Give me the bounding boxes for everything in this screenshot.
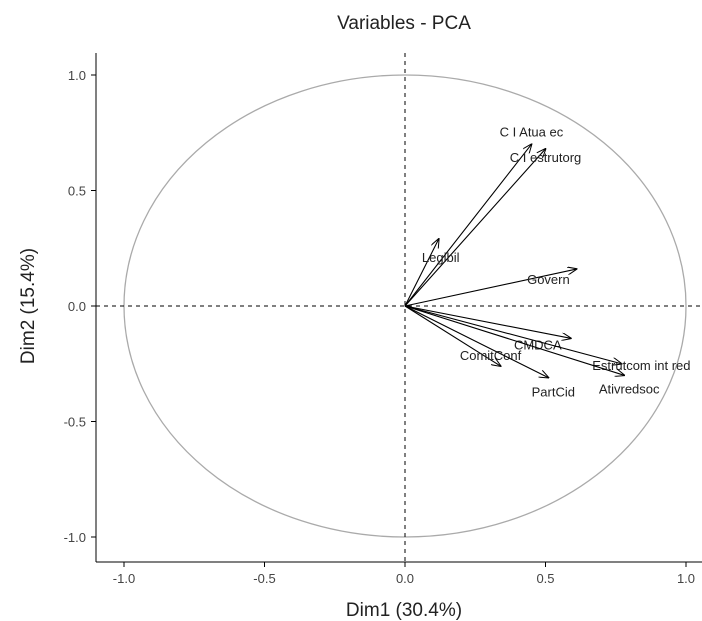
y-tick-label: 0.5 <box>68 184 86 199</box>
x-tick-label: 0.0 <box>396 571 414 586</box>
vector-label: PartCid <box>532 385 575 400</box>
y-tick-label: -1.0 <box>64 530 86 545</box>
y-tick-label: 1.0 <box>68 68 86 83</box>
vector-label: CMDCA <box>514 337 562 352</box>
vector-label: Estrutcom int red <box>592 358 690 373</box>
vector-arrow <box>404 305 571 338</box>
vector-arrow <box>404 239 439 307</box>
vector-label: Govern <box>527 272 570 287</box>
y-axis-title: Dim2 (15.4%) <box>18 248 39 364</box>
x-tick-label: -1.0 <box>113 571 135 586</box>
vector-arrow <box>404 269 576 307</box>
vector-arrow <box>404 149 546 307</box>
chart-title: Variables - PCA <box>337 13 471 34</box>
plot-area: -1.0 -0.5 0.0 0.5 1.0 1.0 0.5 0.0 -0.5 -1.0 C I At… <box>64 53 702 586</box>
vector-arrow <box>404 305 501 366</box>
x-tick-label: -0.5 <box>253 571 275 586</box>
x-tick-label: 0.5 <box>536 571 554 586</box>
vector-label: C I estrutorg <box>510 150 582 165</box>
vector-arrow <box>404 305 548 378</box>
vector-label: Ativredsoc <box>599 381 660 396</box>
x-tick-label: 1.0 <box>677 571 695 586</box>
vector-label: C I Atua ec <box>500 124 564 139</box>
y-tick-label: -0.5 <box>64 415 86 430</box>
vector-arrow <box>404 305 624 375</box>
vector-label: ComitConf <box>460 348 522 363</box>
y-tick-label: 0.0 <box>68 299 86 314</box>
vector-arrow <box>404 305 621 364</box>
vector-arrow <box>404 144 531 307</box>
x-axis-title: Dim1 (30.4%) <box>346 600 462 621</box>
vector-label: Legibil <box>422 250 460 265</box>
